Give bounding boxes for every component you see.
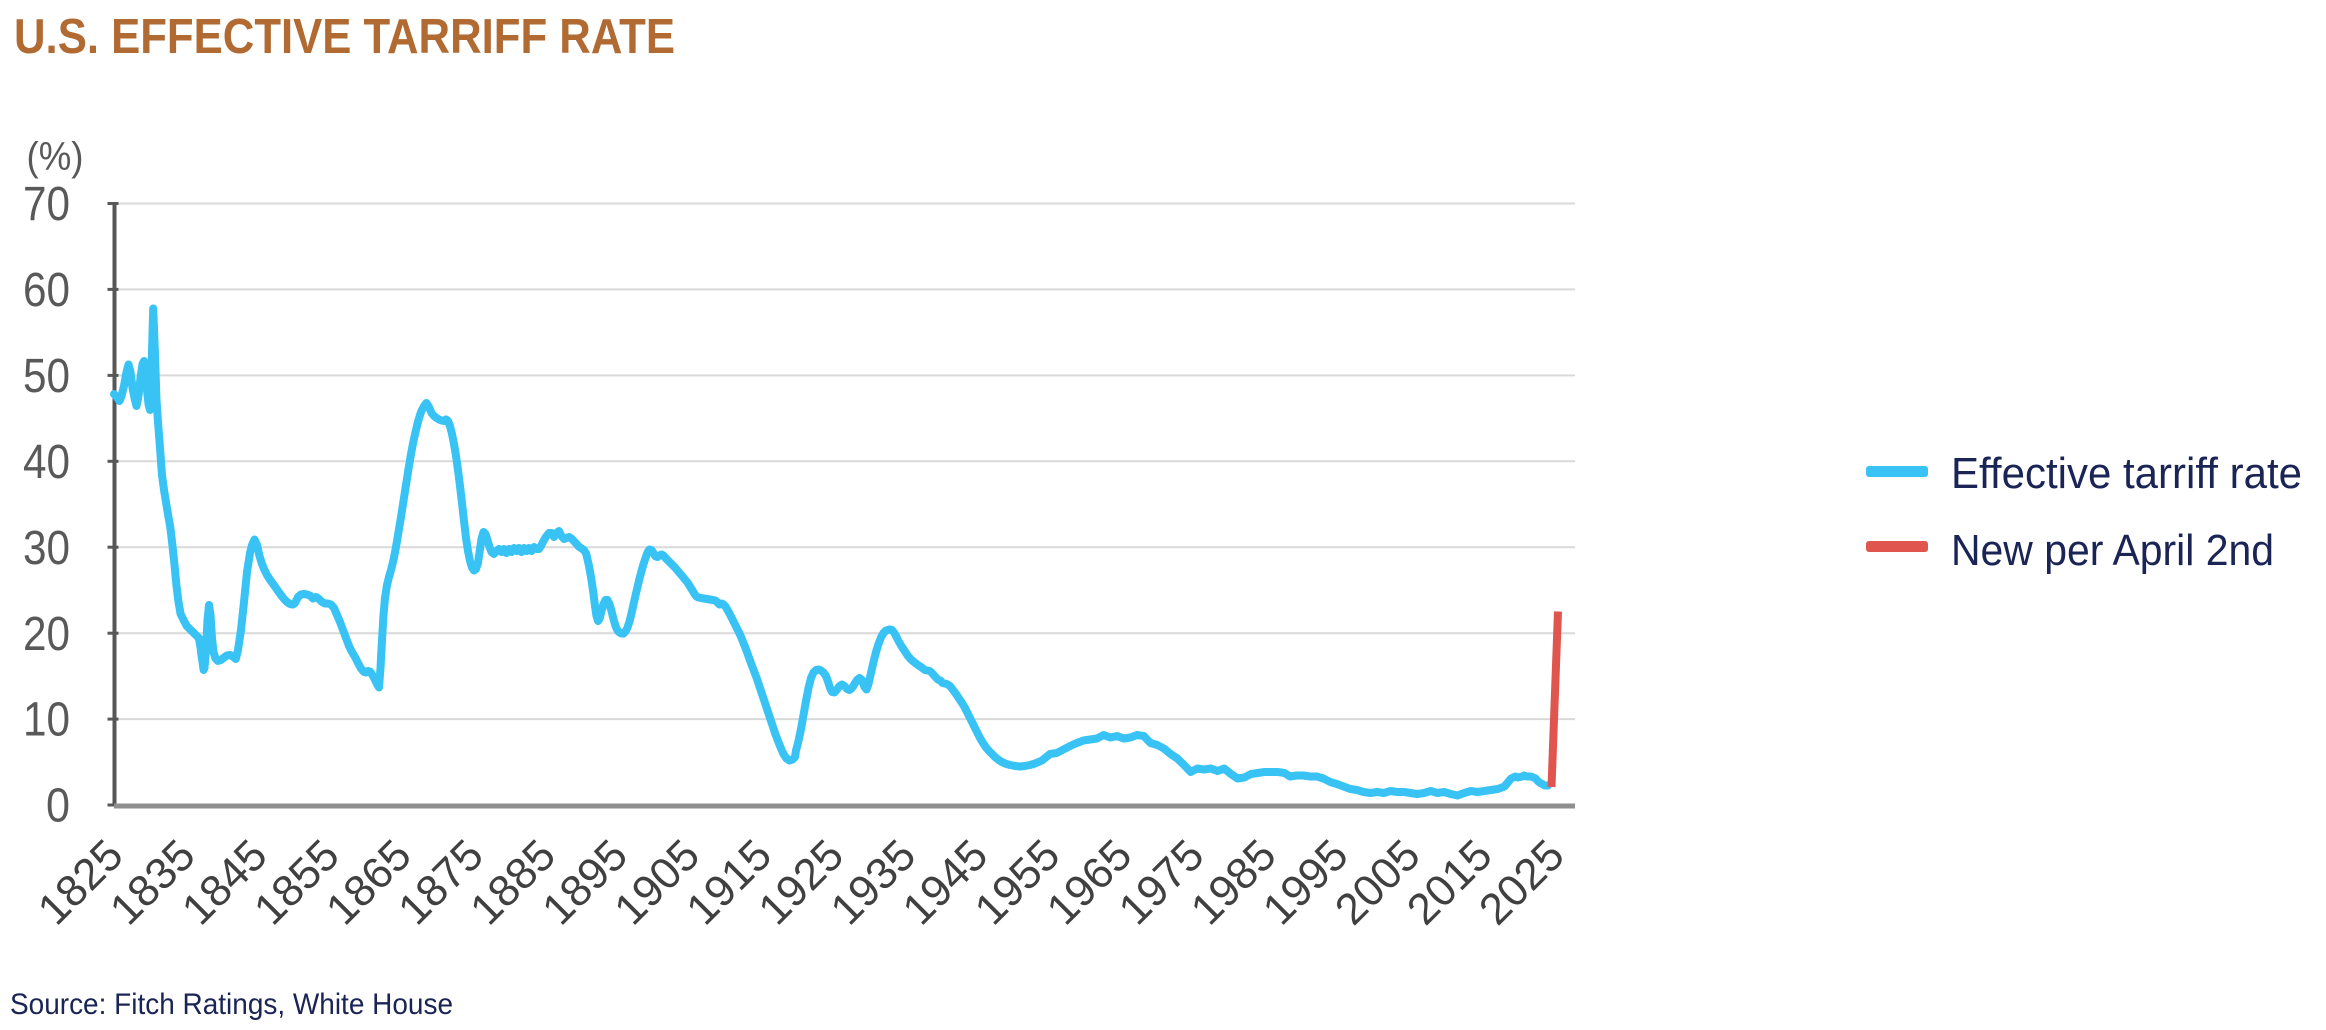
svg-text:70: 70 — [23, 178, 70, 231]
svg-text:2025: 2025 — [1470, 830, 1574, 934]
svg-text:New per April 2nd: New per April 2nd — [1951, 526, 2274, 575]
svg-text:40: 40 — [23, 436, 70, 489]
svg-text:U.S. EFFECTIVE TARRIFF RATE: U.S. EFFECTIVE TARRIFF RATE — [14, 10, 675, 64]
svg-text:0: 0 — [46, 780, 70, 833]
svg-text:Effective tarriff rate: Effective tarriff rate — [1951, 449, 2302, 498]
svg-text:(%): (%) — [27, 135, 84, 179]
svg-text:Source: Fitch Ratings, White H: Source: Fitch Ratings, White House — [10, 988, 453, 1021]
svg-text:50: 50 — [23, 350, 70, 403]
svg-text:20: 20 — [23, 608, 70, 661]
svg-text:30: 30 — [23, 522, 70, 575]
svg-text:60: 60 — [23, 264, 70, 317]
svg-text:10: 10 — [23, 694, 70, 747]
